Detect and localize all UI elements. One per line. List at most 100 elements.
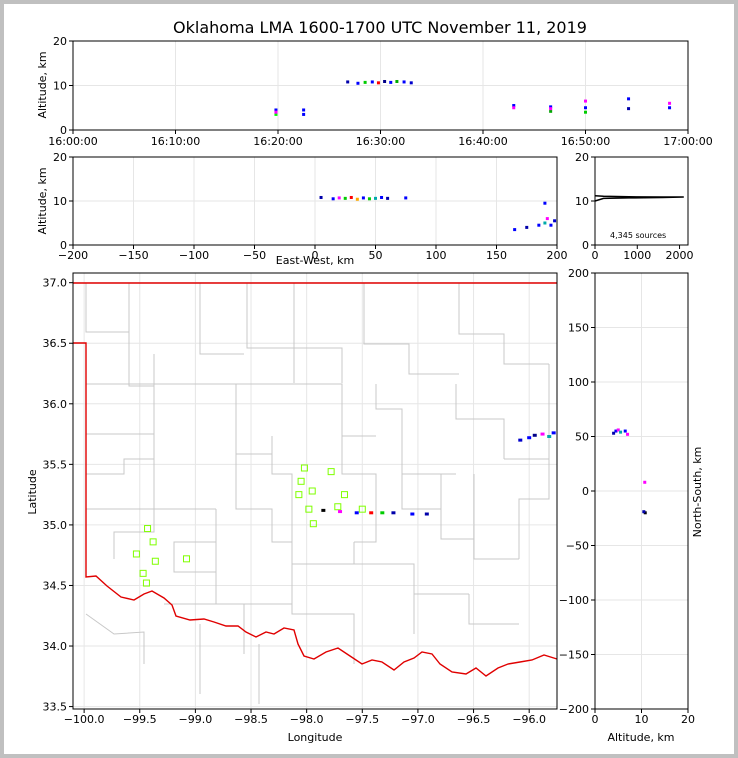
lma-station-marker — [182, 555, 190, 563]
lma-station-marker — [327, 468, 335, 476]
longitude-tick-label: −98.0 — [290, 713, 324, 726]
north-south-tick-label: −100 — [559, 594, 589, 607]
time-altitude-point — [627, 107, 631, 111]
time-altitude-point — [356, 81, 360, 85]
time-tick-label: 17:00:00 — [663, 135, 712, 148]
time-altitude-point — [549, 107, 553, 111]
county-line — [519, 364, 550, 500]
latitude-tick-label: 36.0 — [43, 398, 68, 411]
ew-altitude-point — [367, 197, 371, 201]
lma-station-marker — [144, 525, 152, 533]
histogram-y-tick-label: 10 — [575, 195, 589, 208]
oklahoma-state-border — [73, 282, 558, 677]
ew-altitude-xlabel: East-West, km — [276, 254, 354, 267]
lma-station-marker — [308, 487, 316, 495]
county-line — [458, 283, 549, 365]
ns-altitude-tick-label: 0 — [592, 713, 599, 726]
county-line — [86, 508, 155, 559]
ew-altitude-point — [380, 195, 384, 199]
plan-view-source-point — [380, 511, 385, 515]
longitude-tick-label: −97.0 — [401, 713, 435, 726]
ew-altitude-point — [545, 217, 549, 221]
latitude-label: Latitude — [26, 469, 39, 515]
altitude-ns-point — [623, 429, 627, 433]
altitude-ns-point — [616, 428, 620, 432]
county-line — [271, 436, 354, 565]
north-south-tick-label: 100 — [568, 376, 589, 389]
time-altitude-point — [668, 101, 672, 105]
ew-altitude-tick-label: 20 — [53, 151, 67, 164]
ew-altitude-point — [355, 197, 359, 201]
time-altitude-point — [274, 110, 278, 114]
ew-altitude-point — [543, 221, 547, 225]
county-line — [353, 542, 469, 595]
ew-altitude-tick-label: 0 — [60, 239, 67, 252]
source-count-label: 4,345 sources — [610, 231, 666, 240]
plan-view-source-point — [527, 436, 532, 440]
time-tick-label: 16:10:00 — [151, 135, 200, 148]
lma-station-marker — [149, 538, 157, 546]
lma-station-marker — [358, 505, 366, 513]
latitude-tick-label: 37.0 — [43, 277, 68, 290]
ew-altitude-point — [404, 196, 408, 200]
north-south-tick-label: −200 — [559, 703, 589, 716]
ew-altitude-point — [525, 225, 529, 229]
north-south-tick-label: 200 — [568, 267, 589, 280]
county-line — [86, 433, 216, 510]
time-altitude-point — [549, 109, 553, 113]
lma-figure: Oklahoma LMA 1600-1700 UTC November 11, … — [26, 18, 713, 744]
time-altitude-point — [584, 99, 587, 103]
plan-view-source-point — [424, 512, 429, 516]
lma-station-marker — [297, 477, 305, 485]
ew-tick-label: −200 — [58, 249, 88, 262]
lma-station-marker — [309, 520, 317, 528]
north-south-tick-label: −50 — [566, 540, 589, 553]
longitude-tick-label: −99.5 — [123, 713, 157, 726]
county-line — [375, 384, 456, 475]
county-line — [413, 594, 519, 634]
altitude-xlabel: Altitude, km — [607, 731, 674, 744]
latitude-tick-label: 36.5 — [43, 337, 68, 350]
ew-altitude-point — [553, 219, 557, 223]
ew-altitude-point — [513, 228, 517, 232]
north-south-tick-label: 150 — [568, 322, 589, 335]
county-line — [246, 283, 295, 383]
county-line — [236, 383, 376, 437]
county-line — [455, 384, 505, 459]
ew-altitude-point — [549, 223, 553, 227]
time-altitude-point — [512, 104, 516, 108]
ew-tick-label: −100 — [179, 249, 209, 262]
ns-altitude-tick-label: 10 — [635, 713, 649, 726]
north-south-tick-label: −150 — [559, 649, 589, 662]
lma-station-marker — [305, 505, 313, 513]
county-line — [293, 283, 343, 383]
histogram-profile-line — [594, 194, 684, 202]
county-line — [291, 564, 355, 664]
time-altitude-point — [512, 106, 516, 110]
ew-tick-label: 150 — [486, 249, 507, 262]
latitude-tick-label: 35.0 — [43, 519, 68, 532]
plan-view-source-point — [532, 433, 537, 437]
longitude-tick-label: −96.5 — [457, 713, 491, 726]
source-histogram-panel: 0 1000 2000 0 10 20 4,345 sources — [575, 151, 694, 262]
county-line — [363, 283, 459, 375]
altitude-ns-point — [642, 510, 646, 514]
county-line — [86, 354, 155, 475]
altitude-ns-point — [614, 429, 618, 433]
altitude-ns-panel: 0 10 20 −200 −150 −100 −50 0 50 100 150 200 North-S… — [559, 267, 704, 744]
time-altitude-point — [389, 80, 393, 84]
time-tick-label: 16:20:00 — [253, 135, 302, 148]
time-altitude-point — [370, 80, 374, 84]
longitude-label: Longitude — [288, 731, 343, 744]
county-line — [199, 624, 260, 704]
ew-altitude-point — [331, 197, 335, 201]
time-altitude-point — [302, 112, 306, 116]
time-altitude-ylabel: Altitude, km — [36, 51, 49, 118]
time-altitude-panel: 16:00:00 16:10:00 16:20:00 16:30:00 16:40:00… — [36, 35, 713, 148]
altitude-ns-point — [612, 431, 616, 435]
ew-altitude-point — [349, 195, 353, 199]
ew-altitude-point — [386, 196, 390, 200]
plan-view-source-point — [321, 508, 326, 512]
county-line — [235, 454, 292, 543]
ew-altitude-point — [343, 196, 347, 200]
